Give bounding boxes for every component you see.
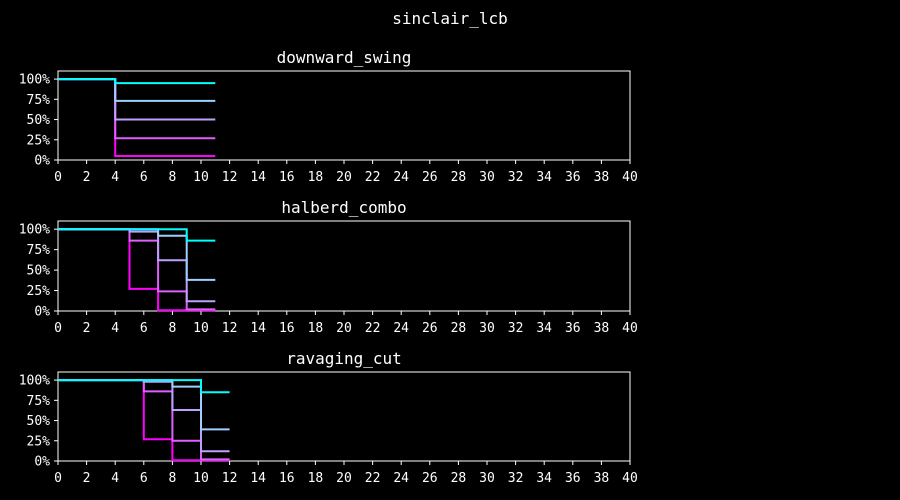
x-tick-label: 12 <box>222 471 238 486</box>
x-tick-label: 14 <box>250 471 266 486</box>
x-tick-label: 4 <box>111 321 119 336</box>
x-tick-label: 8 <box>168 170 176 185</box>
x-tick-label: 26 <box>422 321 438 336</box>
series-line-5 <box>58 78 216 85</box>
x-tick-label: 16 <box>279 170 295 185</box>
plot-area <box>57 371 631 462</box>
y-tick-label: 0% <box>34 305 50 320</box>
x-tick-label: 12 <box>222 170 238 185</box>
x-tick-label: 18 <box>308 170 324 185</box>
x-tick-label: 8 <box>168 471 176 486</box>
subplot-title: halberd_combo <box>281 198 406 217</box>
y-tick-label: 50% <box>27 414 51 429</box>
x-tick-label: 16 <box>279 321 295 336</box>
x-tick-label: 16 <box>279 471 295 486</box>
series-line-5 <box>58 379 230 394</box>
y-tick-label: 25% <box>27 284 51 299</box>
y-tick-label: 75% <box>27 394 51 409</box>
x-tick-label: 22 <box>365 471 381 486</box>
x-tick-label: 32 <box>508 471 524 486</box>
x-tick-label: 32 <box>508 321 524 336</box>
x-tick-label: 40 <box>622 170 638 185</box>
x-tick-label: 4 <box>111 170 119 185</box>
x-tick-label: 6 <box>140 170 148 185</box>
y-tick-label: 50% <box>27 264 51 279</box>
x-tick-label: 14 <box>250 321 266 336</box>
x-tick-label: 6 <box>140 321 148 336</box>
x-tick-label: 38 <box>594 321 610 336</box>
x-tick-label: 6 <box>140 471 148 486</box>
y-tick-label: 50% <box>27 113 51 128</box>
x-tick-label: 14 <box>250 170 266 185</box>
x-tick-label: 38 <box>594 471 610 486</box>
x-tick-label: 2 <box>83 471 91 486</box>
x-tick-label: 40 <box>622 321 638 336</box>
x-tick-label: 4 <box>111 471 119 486</box>
y-tick-label: 100% <box>19 223 50 238</box>
x-tick-label: 24 <box>393 170 409 185</box>
x-tick-label: 0 <box>54 170 62 185</box>
x-tick-label: 36 <box>565 471 581 486</box>
y-tick-label: 25% <box>27 133 51 148</box>
x-tick-label: 10 <box>193 471 209 486</box>
figure-title: sinclair_lcb <box>392 9 508 28</box>
x-tick-label: 10 <box>193 321 209 336</box>
x-tick-label: 22 <box>365 321 381 336</box>
y-tick-label: 100% <box>19 374 50 389</box>
x-tick-label: 28 <box>451 471 467 486</box>
x-tick-label: 8 <box>168 321 176 336</box>
x-tick-label: 38 <box>594 170 610 185</box>
x-tick-label: 34 <box>536 471 552 486</box>
x-tick-label: 40 <box>622 471 638 486</box>
x-tick-label: 20 <box>336 471 352 486</box>
plot-area <box>57 70 631 161</box>
subplot-title: downward_swing <box>277 48 412 67</box>
x-tick-label: 26 <box>422 471 438 486</box>
x-tick-label: 28 <box>451 170 467 185</box>
x-tick-label: 20 <box>336 321 352 336</box>
x-tick-label: 2 <box>83 321 91 336</box>
y-tick-label: 100% <box>19 73 50 88</box>
x-tick-label: 30 <box>479 471 495 486</box>
y-tick-label: 25% <box>27 434 51 449</box>
series-line-5 <box>58 228 216 242</box>
subplot-title: ravaging_cut <box>286 349 402 368</box>
x-tick-label: 22 <box>365 170 381 185</box>
x-tick-label: 12 <box>222 321 238 336</box>
x-tick-label: 28 <box>451 321 467 336</box>
plot-area <box>57 220 631 312</box>
y-tick-label: 0% <box>34 154 50 169</box>
x-tick-label: 20 <box>336 170 352 185</box>
y-tick-label: 75% <box>27 93 51 108</box>
x-tick-label: 34 <box>536 321 552 336</box>
x-tick-label: 24 <box>393 471 409 486</box>
x-tick-label: 0 <box>54 471 62 486</box>
x-tick-label: 0 <box>54 321 62 336</box>
x-tick-label: 10 <box>193 170 209 185</box>
x-tick-label: 18 <box>308 471 324 486</box>
x-tick-label: 32 <box>508 170 524 185</box>
x-tick-label: 34 <box>536 170 552 185</box>
x-tick-label: 36 <box>565 170 581 185</box>
x-tick-label: 36 <box>565 321 581 336</box>
x-tick-label: 26 <box>422 170 438 185</box>
x-tick-label: 30 <box>479 321 495 336</box>
y-tick-label: 0% <box>34 455 50 470</box>
x-tick-label: 24 <box>393 321 409 336</box>
x-tick-label: 30 <box>479 170 495 185</box>
x-tick-label: 18 <box>308 321 324 336</box>
y-tick-label: 75% <box>27 243 51 258</box>
x-tick-label: 2 <box>83 170 91 185</box>
